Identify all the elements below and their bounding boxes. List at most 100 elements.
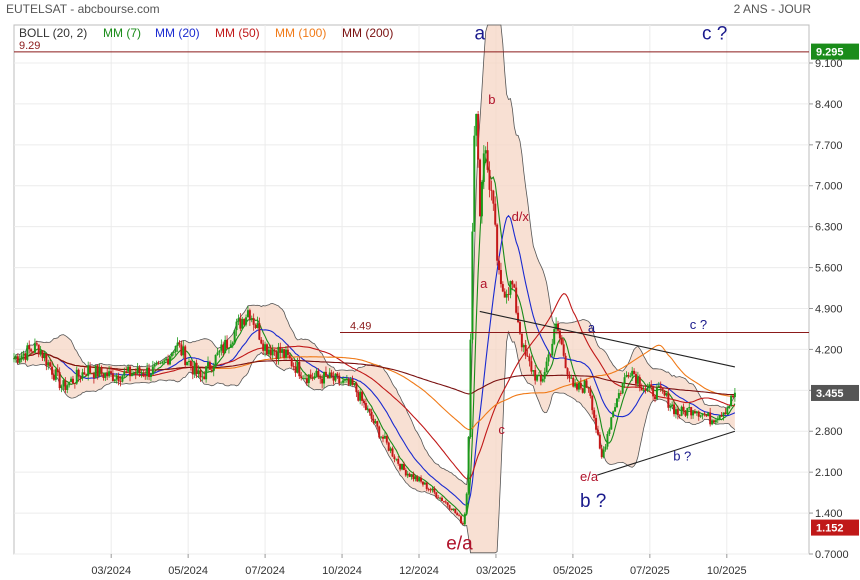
wave-label: d/x bbox=[512, 209, 530, 224]
candle-body bbox=[703, 413, 706, 415]
price-badge bbox=[811, 43, 859, 60]
candle-body bbox=[355, 383, 358, 393]
candle-body bbox=[229, 344, 232, 348]
candle-body bbox=[294, 366, 297, 373]
wave-label: e/a bbox=[580, 469, 599, 484]
candle-body bbox=[134, 373, 137, 374]
candle-body bbox=[627, 374, 630, 377]
candle-body bbox=[235, 321, 238, 331]
candle-body bbox=[499, 270, 502, 285]
wave-annotations: a b d/x a c e/a a c ? e/a b ? b ? c ? bbox=[446, 24, 727, 555]
candle-body bbox=[480, 181, 483, 217]
candle-body bbox=[385, 435, 388, 443]
wave-label: a bbox=[588, 320, 596, 335]
candle-body bbox=[153, 364, 156, 367]
candle-body bbox=[151, 366, 154, 375]
candle-body bbox=[564, 355, 567, 369]
candle-body bbox=[439, 497, 442, 499]
candle-body bbox=[159, 363, 162, 364]
legend-boll: BOLL (20, 2) bbox=[19, 26, 87, 40]
candle-body bbox=[298, 361, 301, 377]
candle-body bbox=[245, 317, 248, 325]
candle-body bbox=[496, 224, 499, 261]
candle-body bbox=[408, 473, 411, 477]
candle-body bbox=[501, 284, 504, 292]
candle-body bbox=[254, 324, 257, 329]
candle-body bbox=[168, 356, 171, 365]
candle-body bbox=[328, 372, 331, 379]
candle-body bbox=[688, 407, 691, 409]
trendline-upper bbox=[479, 310, 736, 368]
candle-body bbox=[98, 366, 101, 377]
candle-body bbox=[576, 383, 579, 390]
candle-body bbox=[113, 379, 116, 382]
candle-body bbox=[665, 393, 668, 396]
candle-body bbox=[477, 113, 480, 160]
wave-label: c ? bbox=[690, 317, 707, 332]
candle-body bbox=[374, 421, 377, 423]
candle-body bbox=[391, 448, 394, 457]
candle-body bbox=[323, 371, 326, 384]
candle-body bbox=[332, 376, 335, 381]
candle-body bbox=[104, 372, 107, 378]
candle-body bbox=[463, 513, 466, 525]
candle-body bbox=[218, 350, 221, 353]
candle-body bbox=[73, 383, 76, 385]
candle-body bbox=[243, 319, 246, 325]
candle-body bbox=[136, 367, 139, 374]
candle-body bbox=[680, 406, 683, 416]
candle-body bbox=[290, 358, 293, 367]
candle-body bbox=[566, 368, 569, 375]
x-tick-label: 05/2025 bbox=[553, 565, 593, 577]
candle-body bbox=[488, 169, 491, 190]
candle-body bbox=[275, 351, 278, 360]
candle-body bbox=[237, 318, 240, 322]
candle-body bbox=[515, 287, 518, 313]
candle-body bbox=[425, 482, 428, 489]
price-badge-label: 3.455 bbox=[816, 388, 844, 400]
candle-body bbox=[174, 345, 177, 353]
resistance-label: 9.29 bbox=[19, 40, 40, 52]
candle-body bbox=[216, 352, 219, 355]
candle-body bbox=[296, 361, 299, 373]
candle-body bbox=[212, 366, 215, 372]
candle-body bbox=[446, 502, 449, 506]
candle-body bbox=[304, 378, 307, 379]
candle-body bbox=[528, 356, 531, 362]
candle-body bbox=[224, 339, 227, 353]
candle-body bbox=[180, 344, 183, 356]
candle-body bbox=[115, 375, 118, 380]
candle-body bbox=[581, 388, 584, 393]
candle-body bbox=[699, 415, 702, 417]
candle-body bbox=[220, 344, 223, 351]
candle-body bbox=[271, 349, 274, 356]
candle-body bbox=[634, 374, 637, 384]
candle-body bbox=[26, 345, 29, 360]
candle-body bbox=[342, 380, 345, 383]
candle-body bbox=[87, 365, 90, 376]
candle-body bbox=[317, 370, 320, 377]
candle-body bbox=[587, 387, 590, 389]
candle-body bbox=[20, 355, 23, 360]
candle-body bbox=[214, 354, 217, 367]
candle-body bbox=[458, 515, 461, 517]
candle-body bbox=[334, 373, 337, 381]
candle-body bbox=[593, 410, 596, 418]
candle-body bbox=[47, 362, 50, 366]
candle-body bbox=[167, 358, 170, 365]
candle-body bbox=[146, 367, 149, 376]
candle-body bbox=[494, 203, 497, 225]
candle-body bbox=[140, 373, 143, 374]
candle-body bbox=[503, 291, 506, 298]
candle-body bbox=[187, 360, 190, 362]
candle-body bbox=[692, 411, 695, 416]
candle-body bbox=[163, 360, 166, 362]
candle-body bbox=[427, 488, 430, 490]
candle-body bbox=[246, 310, 249, 318]
candle-body bbox=[404, 469, 407, 476]
candle-body bbox=[382, 436, 385, 439]
candle-body bbox=[108, 371, 111, 377]
candle-body bbox=[389, 448, 392, 451]
candle-body bbox=[642, 389, 645, 391]
